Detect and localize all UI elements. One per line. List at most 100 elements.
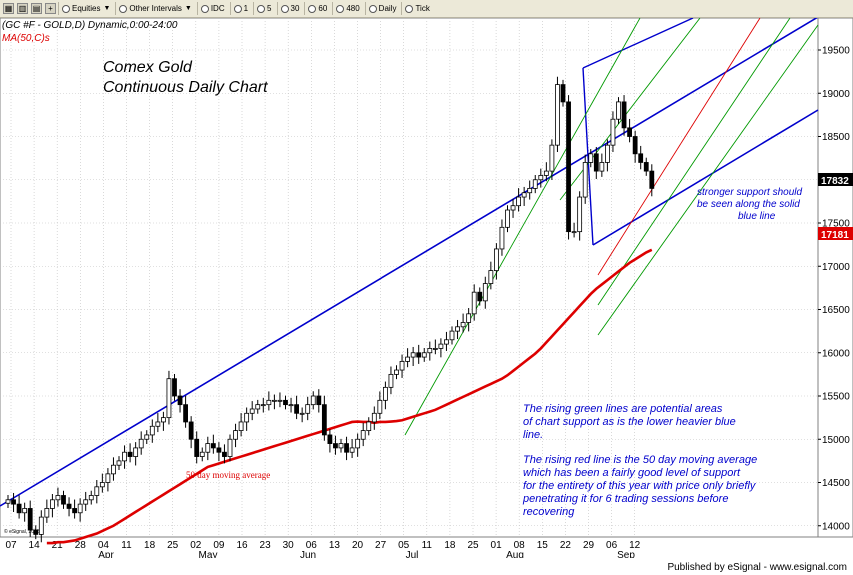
x-tick-label: 11 [422, 540, 433, 551]
candle-body [160, 417, 166, 423]
candle-body [327, 434, 333, 444]
interval-label: 1 [243, 4, 249, 13]
add-icon[interactable]: + [45, 3, 56, 14]
candle-body [449, 330, 455, 341]
candle-body [222, 451, 227, 457]
clock-icon [233, 4, 242, 13]
green-note-line3: line. [523, 429, 543, 441]
x-tick-label: 07 [5, 540, 17, 551]
green-channel-line [597, 18, 791, 306]
chart-layout-icon[interactable]: ▦ [3, 3, 14, 14]
indicator-header: MA(50,C)s [2, 33, 50, 44]
candle-body [355, 438, 361, 449]
y-tick-label: 19000 [822, 89, 850, 100]
y-tick-label: 17000 [822, 262, 850, 273]
x-tick-label: 02 [190, 540, 202, 551]
copyright-text: © eSignal, 2008 [4, 528, 40, 535]
candle-body [38, 516, 44, 535]
x-tick-label: 11 [121, 540, 132, 551]
footer-credit: Published by eSignal - www.esignal.com [667, 562, 847, 573]
candle-body [488, 270, 494, 284]
candle-body [610, 118, 616, 146]
x-tick-label: 16 [236, 540, 248, 551]
x-tick-label: 25 [467, 540, 479, 551]
candle-body [194, 438, 200, 457]
candle-body [172, 378, 177, 397]
candle-body [555, 84, 560, 146]
ma50-line [46, 248, 653, 545]
candle-body [216, 447, 222, 453]
candle-body [582, 162, 588, 198]
candle-body [338, 443, 344, 449]
toolbar: ▦ ▥ ▤ + Equities ▼ Other Intervals ▼ IDC… [0, 0, 853, 18]
candles [5, 76, 655, 543]
bar-chart-icon[interactable]: ▥ [17, 3, 28, 14]
x-tick-label: 06 [606, 540, 618, 551]
interval-30-button[interactable]: 30 [276, 2, 303, 15]
intervals-label: Other Intervals [129, 4, 182, 13]
x-month-label: Sep [617, 550, 635, 558]
candle-body [532, 179, 538, 189]
y-tick-label: 16500 [822, 305, 850, 316]
candle-body [83, 499, 89, 505]
interval-60-button[interactable]: 60 [304, 2, 330, 15]
x-tick-label: 12 [629, 540, 641, 551]
last-price-tag: 17832 [818, 173, 853, 187]
x-tick-label: 18 [444, 540, 456, 551]
symbol-list-button[interactable]: Equities ▼ [58, 2, 113, 15]
y-tick-label: 14000 [822, 521, 850, 532]
candle-body [366, 421, 372, 432]
candle-body [277, 399, 283, 402]
candle-body [599, 162, 605, 172]
candle-body [61, 495, 66, 505]
red-note-line4: penetrating it for 6 trading sessions be… [522, 493, 728, 505]
candle-body [399, 361, 405, 371]
candle-body [283, 399, 288, 406]
y-tick-label: 16000 [822, 348, 850, 359]
candle-body [177, 395, 183, 406]
interval-480-button[interactable]: 480 [332, 2, 362, 15]
candle-body [205, 443, 211, 453]
x-month-label: May [199, 550, 218, 558]
interval-5-button[interactable]: 5 [253, 2, 274, 15]
symbol-list-label: Equities [72, 4, 101, 13]
upper-blue-trendline [0, 18, 818, 507]
candle-body [316, 395, 322, 406]
interval-tick-button[interactable]: Tick [401, 2, 432, 15]
x-tick-label: 15 [537, 540, 549, 551]
candle-body [271, 399, 277, 402]
red-note-line2: which has been a fairly good level of su… [523, 467, 741, 479]
price-chart[interactable]: 14000 14500 15000 15500 16000 16500 17000 17500… [0, 18, 853, 558]
candle-body [416, 352, 422, 358]
candle-body [144, 434, 150, 440]
zoom-icon[interactable]: ▤ [31, 3, 42, 14]
candle-body [122, 451, 127, 462]
candle-body [255, 404, 261, 410]
candle-body [77, 503, 83, 514]
clock-icon [336, 4, 345, 13]
x-month-label: Jul [406, 550, 419, 558]
candle-body [11, 499, 16, 505]
candle-body [321, 404, 327, 436]
intervals-button[interactable]: Other Intervals ▼ [115, 2, 194, 15]
interval-1-button[interactable]: 1 [229, 2, 251, 15]
x-tick-label: 27 [375, 540, 387, 551]
chevron-down-icon: ▼ [103, 5, 111, 12]
interval-daily-button[interactable]: Daily [364, 2, 400, 15]
x-month-label: Jun [300, 550, 316, 558]
green-channel-line [597, 24, 819, 336]
candle-body [238, 421, 244, 432]
source-button[interactable]: IDC [196, 2, 228, 15]
candle-body [149, 425, 155, 436]
support-note-line3: blue line [738, 211, 776, 222]
x-tick-label: 08 [514, 540, 526, 551]
y-tick-label: 15500 [822, 392, 850, 403]
candle-body [527, 188, 533, 194]
chevron-down-icon: ▼ [184, 5, 192, 12]
red-note-line5: recovering [523, 506, 575, 518]
candle-body [505, 209, 510, 228]
interval-label: 5 [267, 4, 272, 13]
candle-body [188, 421, 194, 440]
x-tick-label: 13 [329, 540, 341, 551]
x-tick-label: 29 [583, 540, 595, 551]
